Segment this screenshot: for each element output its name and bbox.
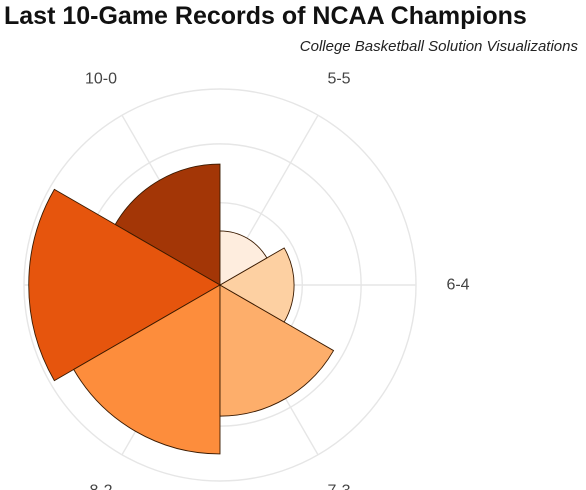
category-label-8-2: 8-2 [89, 483, 112, 490]
bar-layer [28, 163, 335, 455]
bar-7-3 [219, 284, 335, 417]
label-layer: 10-09-18-27-36-45-5 [85, 70, 470, 490]
category-label-5-5: 5-5 [327, 70, 350, 87]
category-label-6-4: 6-4 [446, 277, 469, 294]
category-label-10-0: 10-0 [85, 70, 117, 87]
category-label-7-3: 7-3 [327, 483, 350, 490]
bar-6-4 [219, 247, 295, 323]
bar-5-5 [219, 230, 268, 286]
chart-subtitle: College Basketball Solution Visualizatio… [299, 38, 578, 55]
bar-8-2 [73, 284, 221, 455]
bar-10-0 [114, 163, 221, 286]
chart-title: Last 10-Game Records of NCAA Champions [4, 2, 527, 30]
bar-9-1 [28, 188, 221, 382]
